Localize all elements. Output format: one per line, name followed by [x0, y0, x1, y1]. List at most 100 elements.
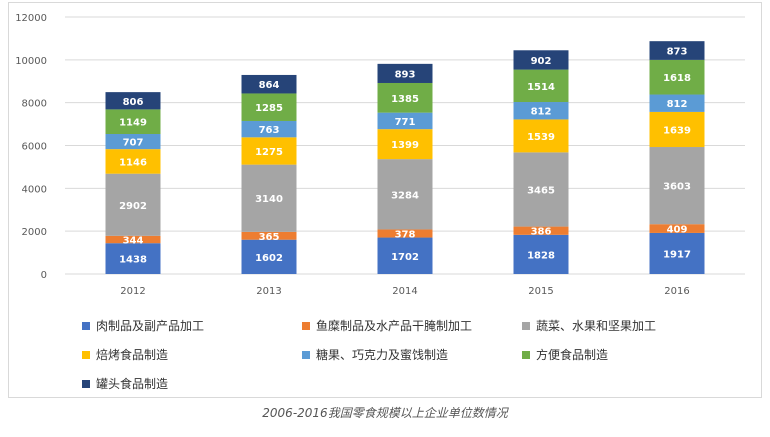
- bar-segment: [241, 74, 297, 94]
- bar-segment: [105, 133, 161, 150]
- bar-segment: [241, 231, 297, 240]
- data-label: 864: [259, 80, 280, 91]
- x-tick-label: 2014: [392, 286, 417, 297]
- bar-segment: [513, 119, 569, 153]
- legend-label: 蔬菜、水果和坚果加工: [536, 319, 657, 333]
- data-label: 1285: [255, 103, 283, 114]
- bar-segment: [513, 69, 569, 103]
- bar-segment: [241, 239, 297, 274]
- bar-segment: [649, 111, 705, 148]
- data-label: 1602: [255, 253, 283, 264]
- y-tick-label: 12000: [15, 13, 47, 24]
- y-tick-label: 2000: [22, 227, 47, 238]
- legend-swatch: [302, 321, 310, 330]
- y-tick-label: 10000: [15, 56, 47, 67]
- bar-segment: [513, 152, 569, 227]
- legend-label: 罐头食品制造: [96, 377, 169, 391]
- x-tick-label: 2015: [528, 286, 553, 297]
- bar-segment: [513, 102, 569, 120]
- legend-swatch: [82, 321, 90, 330]
- legend-item: 糖果、巧克力及蜜饯制造: [302, 346, 448, 363]
- bar-segment: [377, 229, 433, 238]
- legend-swatch: [82, 350, 90, 359]
- bar-segment: [105, 235, 161, 244]
- data-label: 763: [259, 125, 280, 136]
- data-label: 3603: [663, 182, 691, 193]
- data-label: 893: [395, 69, 416, 80]
- bar-segment: [377, 82, 433, 113]
- data-label: 771: [395, 117, 416, 128]
- data-label: 902: [531, 56, 552, 67]
- legend-label: 糖果、巧克力及蜜饯制造: [316, 348, 449, 362]
- y-tick-label: 0: [41, 270, 47, 281]
- data-label: 386: [531, 227, 552, 238]
- x-tick-label: 2013: [256, 286, 281, 297]
- x-axis: 2012 2013 2014 2015 2016: [120, 286, 689, 297]
- bar-segment: [649, 59, 705, 95]
- bar-segment: [513, 50, 569, 70]
- y-tick-label: 8000: [22, 99, 47, 110]
- data-label: 812: [667, 99, 688, 110]
- bar-segment: [241, 137, 297, 165]
- data-label: 1514: [527, 82, 555, 93]
- legend-item: 肉制品及副产品加工: [82, 317, 204, 334]
- bar-segment: [377, 63, 433, 83]
- bar-segment: [105, 173, 161, 236]
- data-label: 873: [667, 47, 688, 58]
- legend-item: 罐头食品制造: [82, 375, 168, 392]
- legend-label: 鱼糜制品及水产品干腌制加工: [316, 319, 473, 333]
- bar-segment: [105, 92, 161, 110]
- bar-segment: [649, 224, 705, 233]
- data-label: 2902: [119, 201, 147, 212]
- chart-caption: 2006-2016我国零食规模以上企业单位数情况: [262, 406, 508, 420]
- bar-segment: [377, 129, 433, 160]
- data-label: 1539: [527, 132, 555, 143]
- bar-segment: [241, 164, 297, 232]
- x-tick-label: 2012: [120, 286, 145, 297]
- data-label: 1149: [119, 118, 147, 129]
- bar-segment: [105, 109, 161, 134]
- legend-item: 方便食品制造: [522, 346, 608, 363]
- data-label: 1702: [391, 252, 419, 263]
- bars: 1438 344 2902 1146 707 1149 806 1602 365 3140 1275…: [105, 41, 705, 274]
- data-label: 365: [259, 232, 280, 243]
- data-label: 1828: [527, 250, 555, 261]
- bar-segment: [241, 93, 297, 121]
- legend-item: 焙烤食品制造: [82, 346, 168, 363]
- data-label: 3140: [255, 194, 283, 205]
- bar-segment: [377, 112, 433, 130]
- bar-segment: [513, 226, 569, 235]
- bar-segment: [241, 120, 297, 138]
- data-label: 812: [531, 107, 552, 118]
- data-label: 707: [123, 138, 144, 149]
- legend-item: 鱼糜制品及水产品干腌制加工: [302, 317, 472, 334]
- legend-swatch: [302, 350, 310, 359]
- data-label: 1438: [119, 255, 147, 266]
- legend-label: 肉制品及副产品加工: [96, 319, 205, 333]
- data-label: 806: [123, 97, 144, 108]
- legend-swatch: [522, 321, 530, 330]
- bar-segment: [377, 237, 433, 274]
- data-label: 1399: [391, 140, 419, 151]
- data-label: 344: [123, 236, 144, 247]
- data-label: 1639: [663, 125, 691, 136]
- data-label: 1146: [119, 157, 147, 168]
- y-tick-label: 6000: [22, 142, 47, 153]
- data-label: 3284: [391, 190, 419, 201]
- data-label: 1917: [663, 249, 691, 260]
- legend-item: 蔬菜、水果和坚果加工: [522, 317, 656, 334]
- bar-segment: [649, 41, 705, 60]
- data-label: 409: [667, 225, 688, 236]
- legend-label: 焙烤食品制造: [96, 348, 169, 362]
- data-label: 1618: [663, 73, 691, 84]
- bar-segment: [105, 149, 161, 174]
- bar-segment: [649, 147, 705, 225]
- y-tick-label: 4000: [22, 184, 47, 195]
- legend-swatch: [522, 350, 530, 359]
- bar-segment: [105, 243, 161, 274]
- y-axis: 0 2000 4000 6000 8000 10000 12000: [15, 13, 47, 281]
- legend-label: 方便食品制造: [536, 348, 609, 362]
- bar-segment: [513, 234, 569, 274]
- data-label: 1275: [255, 147, 283, 158]
